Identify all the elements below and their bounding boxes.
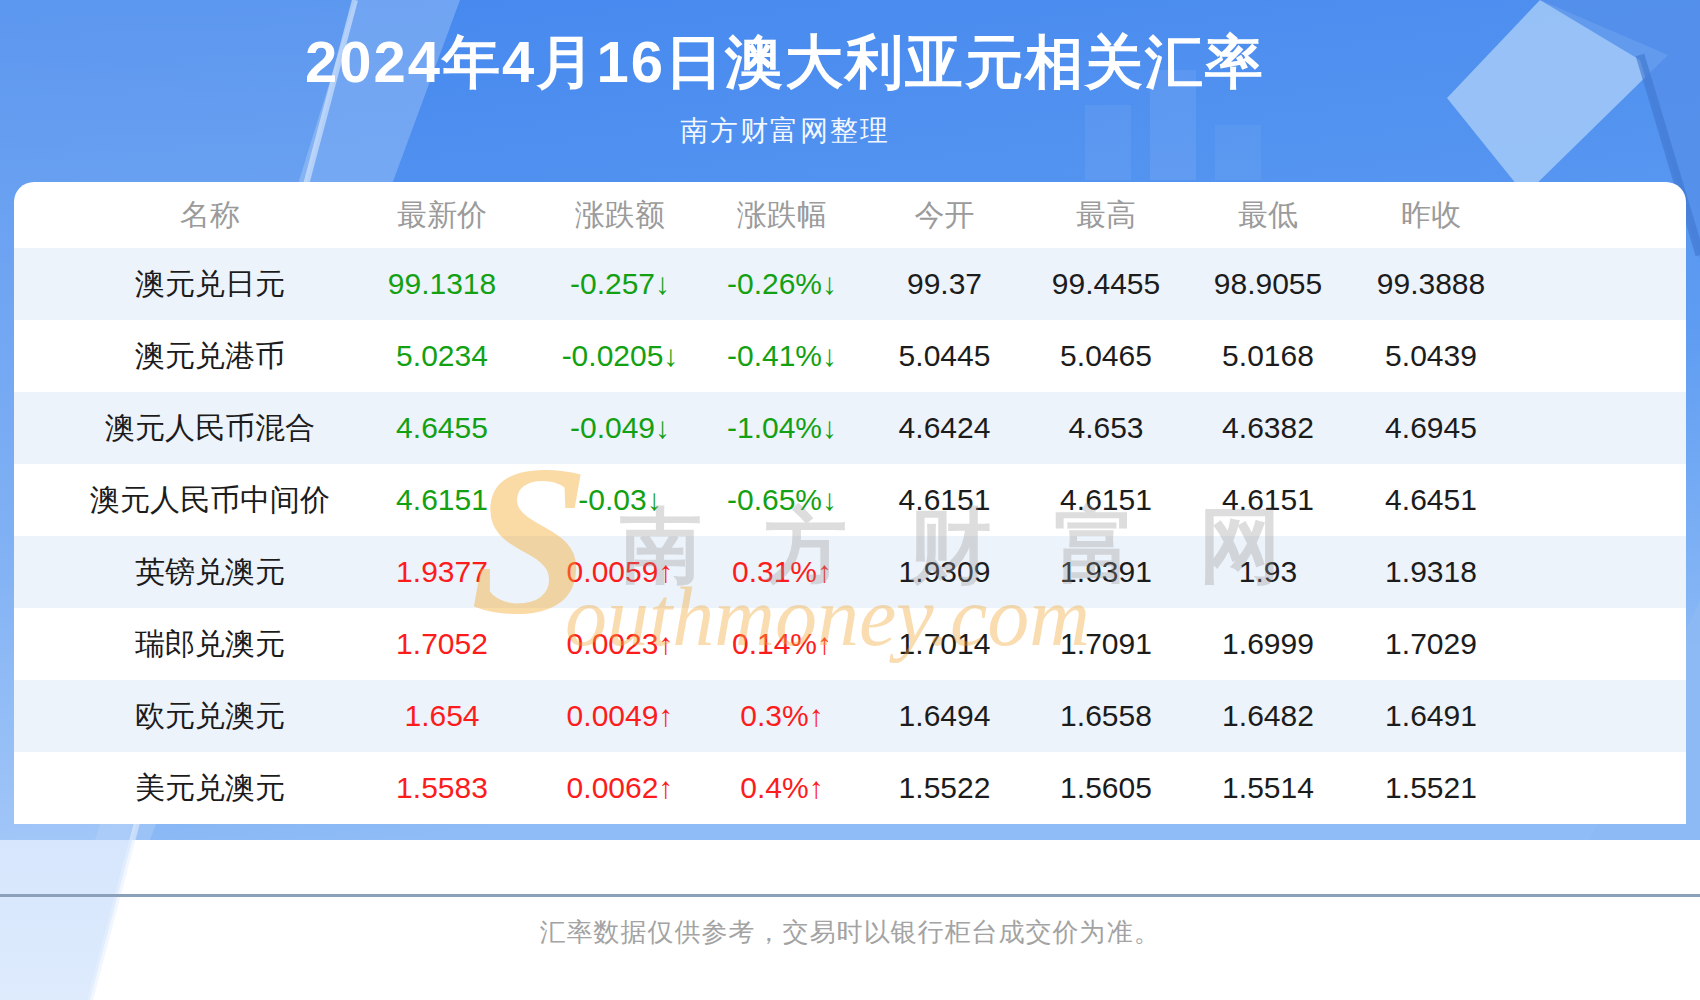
table-row: 澳元兑港币 5.0234 -0.0205↓ -0.41%↓ 5.0445 5.0…: [14, 320, 1686, 392]
cell-change: 0.0049↑: [540, 699, 700, 733]
cell-open: 5.0445: [864, 339, 1025, 373]
table-row: 欧元兑澳元 1.654 0.0049↑ 0.3%↑ 1.6494 1.6558 …: [14, 680, 1686, 752]
cell-open: 99.37: [864, 267, 1025, 301]
cell-prev-close: 99.3888: [1349, 267, 1513, 301]
cell-change: -0.049↓: [540, 411, 700, 445]
cell-high: 1.6558: [1025, 699, 1187, 733]
column-header-name: 名称: [14, 195, 344, 236]
cell-low: 98.9055: [1187, 267, 1349, 301]
cell-high: 5.0465: [1025, 339, 1187, 373]
cell-change: -0.03↓: [540, 483, 700, 517]
cell-low: 4.6151: [1187, 483, 1349, 517]
cell-latest: 1.5583: [344, 771, 540, 805]
cell-change-pct: -0.65%↓: [700, 483, 864, 517]
cell-low: 4.6382: [1187, 411, 1349, 445]
cell-change: 0.0062↑: [540, 771, 700, 805]
cell-high: 99.4455: [1025, 267, 1187, 301]
rates-table: 名称 最新价 涨跌额 涨跌幅 今开 最高 最低 昨收 澳元兑日元 99.1318…: [14, 182, 1686, 824]
footer-note: 汇率数据仅供参考，交易时以银行柜台成交价为准。: [0, 915, 1700, 950]
cell-name: 英镑兑澳元: [14, 552, 344, 593]
table-row: 澳元人民币中间价 4.6151 -0.03↓ -0.65%↓ 4.6151 4.…: [14, 464, 1686, 536]
table-row: 瑞郎兑澳元 1.7052 0.0023↑ 0.14%↑ 1.7014 1.709…: [14, 608, 1686, 680]
cell-change-pct: -1.04%↓: [700, 411, 864, 445]
cell-change: -0.257↓: [540, 267, 700, 301]
cell-prev-close: 4.6945: [1349, 411, 1513, 445]
cell-prev-close: 1.5521: [1349, 771, 1513, 805]
cell-latest: 4.6151: [344, 483, 540, 517]
cell-latest: 99.1318: [344, 267, 540, 301]
cell-open: 1.6494: [864, 699, 1025, 733]
cell-name: 美元兑澳元: [14, 768, 344, 809]
cell-prev-close: 1.9318: [1349, 555, 1513, 589]
cell-latest: 1.654: [344, 699, 540, 733]
column-header-low: 最低: [1187, 195, 1349, 236]
cell-prev-close: 5.0439: [1349, 339, 1513, 373]
column-header-prev-close: 昨收: [1349, 195, 1513, 236]
cell-low: 5.0168: [1187, 339, 1349, 373]
column-header-change: 涨跌额: [540, 195, 700, 236]
column-header-change-pct: 涨跌幅: [700, 195, 864, 236]
column-header-open: 今开: [864, 195, 1025, 236]
cell-change: -0.0205↓: [540, 339, 700, 373]
cell-latest: 1.9377: [344, 555, 540, 589]
table-row: 美元兑澳元 1.5583 0.0062↑ 0.4%↑ 1.5522 1.5605…: [14, 752, 1686, 824]
cell-change-pct: 0.4%↑: [700, 771, 864, 805]
cell-open: 4.6424: [864, 411, 1025, 445]
cell-name: 澳元人民币中间价: [14, 480, 344, 521]
cell-low: 1.6999: [1187, 627, 1349, 661]
cell-name: 欧元兑澳元: [14, 696, 344, 737]
cell-open: 1.5522: [864, 771, 1025, 805]
cell-name: 澳元人民币混合: [14, 408, 344, 449]
page-title: 2024年4月16日澳大利亚元相关汇率: [0, 24, 1570, 102]
cell-latest: 5.0234: [344, 339, 540, 373]
page-subtitle: 南方财富网整理: [0, 112, 1570, 150]
cell-latest: 4.6455: [344, 411, 540, 445]
cell-open: 4.6151: [864, 483, 1025, 517]
cell-prev-close: 1.7029: [1349, 627, 1513, 661]
cell-name: 瑞郎兑澳元: [14, 624, 344, 665]
footer-divider: [0, 894, 1700, 897]
cell-low: 1.6482: [1187, 699, 1349, 733]
cell-change-pct: 0.14%↑: [700, 627, 864, 661]
cell-change-pct: -0.26%↓: [700, 267, 864, 301]
cell-open: 1.7014: [864, 627, 1025, 661]
column-header-high: 最高: [1025, 195, 1187, 236]
cell-change: 0.0059↑: [540, 555, 700, 589]
cell-prev-close: 4.6451: [1349, 483, 1513, 517]
table-row: 英镑兑澳元 1.9377 0.0059↑ 0.31%↑ 1.9309 1.939…: [14, 536, 1686, 608]
cell-change-pct: 0.3%↑: [700, 699, 864, 733]
cell-open: 1.9309: [864, 555, 1025, 589]
cell-high: 4.653: [1025, 411, 1187, 445]
cell-prev-close: 1.6491: [1349, 699, 1513, 733]
cell-high: 1.9391: [1025, 555, 1187, 589]
cell-high: 4.6151: [1025, 483, 1187, 517]
cell-low: 1.5514: [1187, 771, 1349, 805]
cell-name: 澳元兑日元: [14, 264, 344, 305]
cell-name: 澳元兑港币: [14, 336, 344, 377]
cell-low: 1.93: [1187, 555, 1349, 589]
cell-change-pct: -0.41%↓: [700, 339, 864, 373]
cell-high: 1.7091: [1025, 627, 1187, 661]
cell-change: 0.0023↑: [540, 627, 700, 661]
cell-high: 1.5605: [1025, 771, 1187, 805]
table-header-row: 名称 最新价 涨跌额 涨跌幅 今开 最高 最低 昨收: [14, 182, 1686, 248]
cell-latest: 1.7052: [344, 627, 540, 661]
cell-change-pct: 0.31%↑: [700, 555, 864, 589]
column-header-latest: 最新价: [344, 195, 540, 236]
table-row: 澳元人民币混合 4.6455 -0.049↓ -1.04%↓ 4.6424 4.…: [14, 392, 1686, 464]
table-row: 澳元兑日元 99.1318 -0.257↓ -0.26%↓ 99.37 99.4…: [14, 248, 1686, 320]
